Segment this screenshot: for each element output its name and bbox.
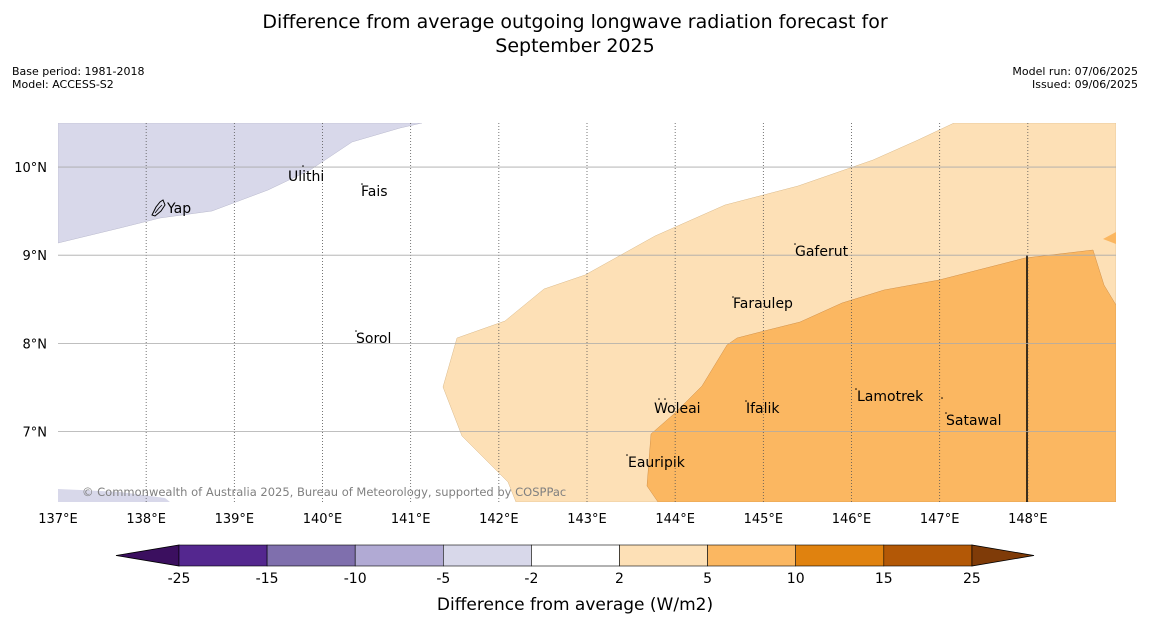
colorbar-tick: 25 bbox=[963, 571, 981, 587]
lon-tick-label: 148°E bbox=[1008, 512, 1048, 527]
model-name: Model: ACCESS-S2 bbox=[12, 78, 114, 91]
label-ulithi: Ulithi bbox=[288, 169, 324, 185]
label-faraulep: Faraulep bbox=[733, 296, 793, 312]
label-gaferut: Gaferut bbox=[795, 244, 849, 260]
orange-region bbox=[646, 249, 1116, 502]
colorbar-tick: -10 bbox=[344, 571, 367, 587]
label-yap: Yap bbox=[166, 201, 191, 217]
latitude-gridlines bbox=[58, 166, 1116, 432]
marker-gaferut bbox=[794, 243, 796, 245]
colorbar-cell bbox=[266, 544, 356, 567]
colorbar-extend-high bbox=[971, 544, 1035, 567]
longitude-gridlines bbox=[145, 123, 1029, 502]
colorbar-tick: 2 bbox=[615, 571, 624, 587]
colorbar-cell bbox=[707, 544, 796, 567]
colorbar-extend-low bbox=[115, 544, 180, 567]
longitude-labels: 137°E 138°E 139°E 140°E 141°E 142°E 143°E 144°E… bbox=[38, 512, 1047, 527]
yap-island-inner bbox=[154, 204, 163, 214]
colorbar-cell bbox=[442, 544, 532, 567]
colorbar-tick: 5 bbox=[703, 571, 712, 587]
lat-tick-label: 10°N bbox=[14, 161, 47, 176]
lon-tick-label: 146°E bbox=[832, 512, 872, 527]
marker-lamotrek-east bbox=[941, 397, 943, 399]
colorbar: -25 -15 -10 -5 -2 2 5 10 15 25 Difference from av… bbox=[115, 544, 1035, 615]
title-line-1: Difference from average outgoing longwav… bbox=[262, 11, 888, 33]
map-title: Difference from average outgoing longwav… bbox=[0, 10, 1150, 58]
marker-woleai-2 bbox=[664, 398, 666, 400]
colorbar-tick: -2 bbox=[524, 571, 538, 587]
colorbar-tick-labels: -25 -15 -10 -5 -2 2 5 10 15 25 bbox=[168, 571, 981, 587]
colorbar-cell bbox=[619, 544, 708, 567]
label-lamotrek: Lamotrek bbox=[857, 389, 924, 405]
label-ifalik: Ifalik bbox=[746, 401, 780, 417]
colorbar-tick: -15 bbox=[256, 571, 279, 587]
lon-tick-label: 141°E bbox=[391, 512, 431, 527]
run-info: Model run: 07/06/2025 Issued: 09/06/2025 bbox=[1012, 65, 1138, 91]
colorbar-cell bbox=[354, 544, 444, 567]
label-woleai: Woleai bbox=[654, 401, 701, 417]
label-fais: Fais bbox=[361, 184, 388, 200]
lon-tick-label: 138°E bbox=[126, 512, 166, 527]
colorbar-cell bbox=[795, 544, 885, 567]
marker-ifalik bbox=[745, 400, 747, 402]
marker-satawal bbox=[945, 412, 947, 414]
marker-lamotrek bbox=[855, 388, 857, 390]
title-line-2: September 2025 bbox=[495, 35, 655, 57]
base-period: Base period: 1981-2018 bbox=[12, 65, 145, 78]
colorbar-tick: -25 bbox=[168, 571, 191, 587]
colorbar-tick: 15 bbox=[875, 571, 893, 587]
marker-faraulep bbox=[732, 296, 734, 298]
model-run: Model run: 07/06/2025 bbox=[1012, 65, 1138, 78]
marker-ulithi bbox=[302, 165, 304, 167]
colorbar-tick: -5 bbox=[436, 571, 450, 587]
label-sorol: Sorol bbox=[356, 331, 391, 347]
lon-tick-label: 143°E bbox=[567, 512, 607, 527]
lon-tick-label: 137°E bbox=[38, 512, 78, 527]
map-area: Ulithi Fais Yap Gaferut Faraulep Sorol L… bbox=[58, 123, 1116, 502]
base-info: Base period: 1981-2018 Model: ACCESS-S2 bbox=[12, 65, 144, 91]
latitude-labels: 7°N 8°N 9°N 10°N bbox=[14, 161, 47, 440]
yap-island bbox=[151, 199, 166, 217]
lon-tick-label: 145°E bbox=[744, 512, 784, 527]
colorbar-tick: 10 bbox=[787, 571, 805, 587]
lat-tick-label: 9°N bbox=[23, 249, 48, 264]
island-markers bbox=[302, 165, 947, 456]
label-satawal: Satawal bbox=[946, 413, 1001, 429]
label-eauripik: Eauripik bbox=[628, 455, 686, 471]
colorbar-label: Difference from average (W/m2) bbox=[437, 595, 713, 615]
colorbar-cells bbox=[115, 544, 1035, 567]
colorbar-cell bbox=[178, 544, 268, 567]
marker-woleai-1 bbox=[658, 398, 660, 400]
purple-anomaly-patch bbox=[58, 489, 170, 502]
lat-tick-label: 8°N bbox=[23, 337, 48, 352]
colorbar-cell bbox=[531, 544, 620, 567]
lon-tick-label: 144°E bbox=[655, 512, 695, 527]
lon-tick-label: 139°E bbox=[215, 512, 255, 527]
place-labels: Ulithi Fais Yap Gaferut Faraulep Sorol L… bbox=[166, 169, 1001, 471]
lat-tick-label: 7°N bbox=[23, 425, 48, 440]
issued-date: Issued: 09/06/2025 bbox=[1031, 78, 1138, 91]
marker-fais bbox=[361, 183, 363, 185]
light-orange-patch bbox=[1103, 232, 1116, 244]
colorbar-cell bbox=[883, 544, 973, 567]
purple-anomaly-region bbox=[58, 123, 423, 244]
lon-tick-label: 142°E bbox=[479, 512, 519, 527]
marker-eauripik bbox=[626, 454, 628, 456]
copyright-notice: © Commonwealth of Australia 2025, Bureau… bbox=[82, 485, 566, 499]
marker-sorol bbox=[355, 330, 357, 332]
lon-tick-label: 140°E bbox=[303, 512, 343, 527]
lon-tick-label: 147°E bbox=[920, 512, 960, 527]
